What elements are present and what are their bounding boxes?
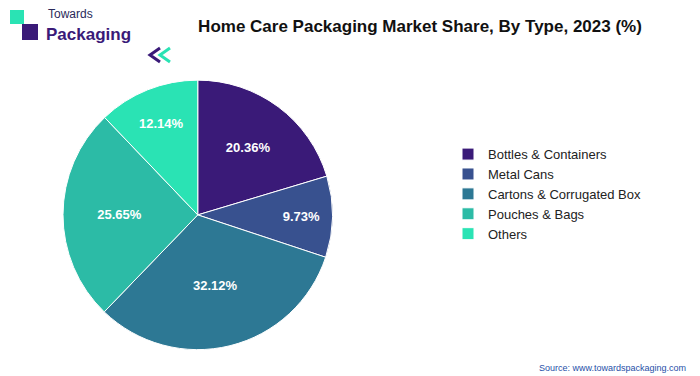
svg-text:Metal Cans: Metal Cans [488,167,554,182]
svg-text:Home Care Packaging Market Sha: Home Care Packaging Market Share, By Typ… [198,17,642,36]
svg-text:Towards: Towards [48,7,93,21]
svg-text:Packaging: Packaging [46,25,131,44]
svg-text:12.14%: 12.14% [139,116,184,131]
svg-text:Others: Others [488,227,528,242]
svg-text:20.36%: 20.36% [226,140,271,155]
svg-text:32.12%: 32.12% [193,278,238,293]
svg-text:25.65%: 25.65% [97,207,142,222]
svg-text:Pouches & Bags: Pouches & Bags [488,207,585,222]
svg-text:Bottles & Containers: Bottles & Containers [488,147,607,162]
svg-text:Source: www.towardspackaging.c: Source: www.towardspackaging.com [539,363,686,373]
svg-text:Cartons & Corrugated Box: Cartons & Corrugated Box [488,187,641,202]
svg-text:9.73%: 9.73% [283,209,320,224]
